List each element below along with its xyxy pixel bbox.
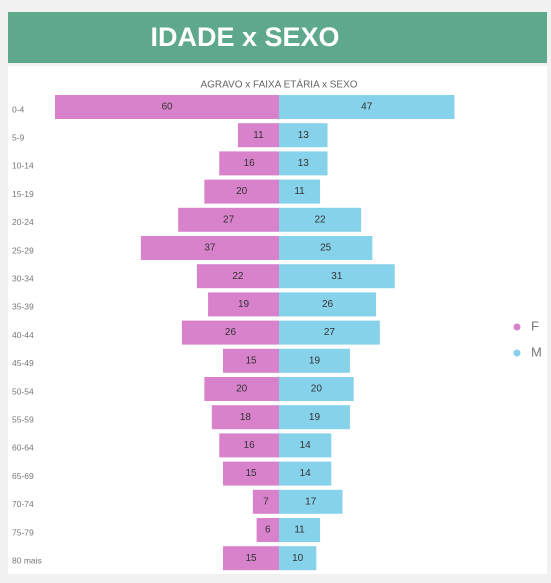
y-tick-label: 45-49 — [12, 358, 34, 368]
data-label: 11 — [294, 525, 305, 536]
bar — [178, 207, 279, 232]
y-tick-label: 35-39 — [12, 302, 34, 312]
bar — [279, 95, 455, 119]
legend-marker — [513, 323, 521, 331]
y-tick-label: 60-64 — [12, 443, 34, 453]
y-tick-label: 65-69 — [12, 471, 34, 481]
data-label: 27 — [223, 214, 235, 225]
bar — [279, 518, 321, 542]
data-label: 22 — [315, 214, 327, 225]
data-label: 26 — [322, 299, 334, 310]
data-label: 19 — [309, 355, 321, 366]
bar — [196, 264, 279, 289]
data-label: 31 — [331, 271, 343, 282]
data-label: 16 — [244, 440, 256, 451]
data-label: 20 — [236, 186, 248, 197]
data-label: 19 — [238, 299, 250, 310]
bar — [256, 518, 279, 542]
legend-marker — [513, 349, 521, 357]
bar — [140, 236, 279, 260]
bar — [223, 546, 279, 571]
y-tick-label: 55-59 — [12, 414, 34, 424]
data-label: 15 — [245, 553, 257, 564]
bar — [252, 489, 279, 514]
data-label: 27 — [324, 327, 336, 338]
header-title: IDADE x SEXO — [150, 22, 339, 52]
bar — [208, 292, 279, 317]
data-label: 10 — [292, 553, 304, 564]
data-label: 47 — [361, 102, 373, 113]
panel — [8, 66, 547, 574]
y-tick-label: 75-79 — [12, 527, 34, 537]
header-band — [8, 12, 547, 63]
data-label: 13 — [298, 158, 310, 169]
bar — [211, 405, 279, 430]
data-label: 13 — [298, 130, 310, 141]
data-label: 60 — [161, 102, 173, 113]
y-tick-label: 25-29 — [12, 245, 34, 255]
bar — [279, 405, 350, 430]
bar — [279, 489, 343, 514]
legend-label: M — [531, 344, 542, 359]
data-label: 11 — [294, 186, 305, 197]
data-label: 26 — [225, 327, 237, 338]
y-tick-label: 10-14 — [12, 161, 34, 171]
chart-title: AGRAVO x FAIXA ETÁRIA x SEXO — [200, 78, 357, 91]
data-label: 25 — [320, 243, 332, 254]
data-label: 17 — [305, 496, 317, 507]
data-label: 11 — [253, 130, 264, 141]
data-label: 20 — [236, 384, 248, 395]
bar — [219, 151, 279, 176]
data-label: 37 — [204, 243, 216, 254]
bar — [279, 320, 380, 345]
y-tick-label: 0-4 — [12, 104, 25, 114]
y-tick-label: 50-54 — [12, 386, 34, 396]
bar — [223, 461, 279, 486]
bar — [204, 179, 279, 204]
data-label: 16 — [244, 158, 256, 169]
y-tick-label: 80 mais — [12, 555, 42, 565]
bar — [55, 95, 279, 119]
data-label: 20 — [311, 384, 323, 395]
legend-label: F — [531, 318, 539, 333]
y-tick-label: 30-34 — [12, 273, 34, 283]
data-label: 18 — [240, 412, 252, 423]
y-tick-label: 20-24 — [12, 217, 34, 227]
data-label: 7 — [263, 496, 269, 507]
bar — [279, 151, 328, 176]
data-label: 14 — [300, 440, 312, 451]
bar — [223, 348, 279, 373]
bar — [219, 433, 279, 458]
y-tick-label: 40-44 — [12, 330, 34, 340]
bar — [279, 264, 395, 289]
data-label: 15 — [245, 468, 257, 479]
bar — [204, 377, 279, 401]
bar — [181, 320, 279, 345]
bar — [279, 461, 332, 486]
bar — [279, 377, 354, 401]
data-label: 19 — [309, 412, 321, 423]
bar — [279, 236, 373, 260]
bar — [279, 433, 332, 458]
bar — [279, 123, 328, 148]
bar — [279, 207, 362, 232]
bar — [279, 179, 321, 204]
y-tick-label: 15-19 — [12, 189, 34, 199]
bar — [237, 123, 279, 148]
y-tick-label: 70-74 — [12, 499, 34, 509]
bar — [279, 292, 377, 317]
bar — [279, 348, 350, 373]
y-tick-label: 5-9 — [12, 132, 25, 142]
data-label: 6 — [265, 525, 271, 536]
data-label: 15 — [245, 355, 257, 366]
bar — [279, 546, 317, 571]
data-label: 22 — [232, 271, 244, 282]
data-label: 14 — [300, 468, 312, 479]
